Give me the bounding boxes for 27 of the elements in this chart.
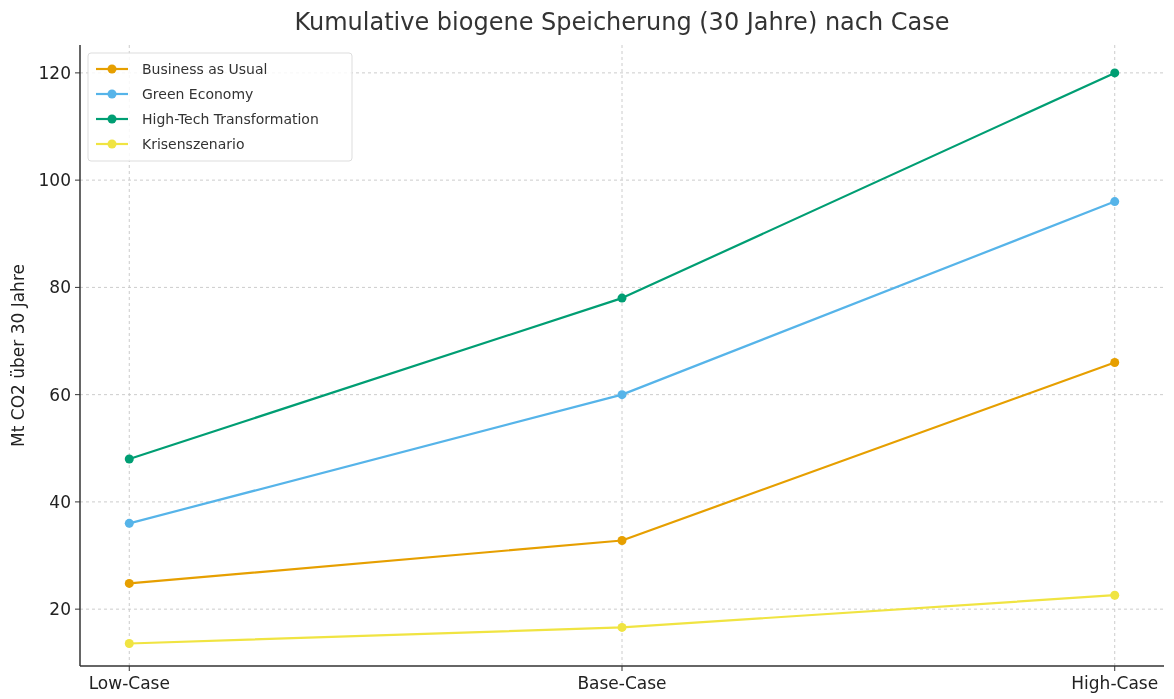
legend-label: Krisenszenario [142,135,245,152]
y-tick-label: 40 [49,491,71,512]
y-tick-label: 120 [38,62,71,83]
y-tick-label: 20 [49,599,71,620]
legend-label: Business as Usual [142,60,268,77]
legend-label: Green Economy [142,85,254,102]
chart-title: Kumulative biogene Speicherung (30 Jahre) nach Case [294,8,950,36]
point [124,518,134,528]
point [124,638,134,648]
point [617,622,627,632]
x-tick-label: Base-Case [577,673,667,693]
point [124,454,134,464]
point [124,578,134,588]
point [1110,357,1120,367]
y-axis-title: Mt CO2 über 30 Jahre [8,264,28,447]
point [617,390,627,400]
y-tick-label: 100 [38,170,71,191]
point [1110,68,1120,78]
x-tick-label: High-Case [1071,673,1159,693]
point [1110,197,1120,207]
point [617,536,627,546]
x-tick-label: Low-Case [88,673,170,693]
point [617,293,627,303]
y-tick-label: 80 [49,277,71,298]
y-tick-label: 60 [49,384,71,405]
legend-label: High-Tech Transformation [142,110,319,127]
point [1110,590,1120,600]
